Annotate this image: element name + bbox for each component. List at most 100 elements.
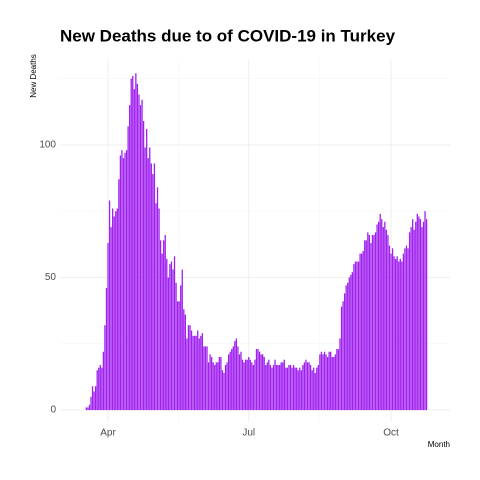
bar bbox=[308, 362, 310, 411]
bar bbox=[289, 364, 292, 411]
bar bbox=[189, 325, 191, 411]
bar bbox=[93, 391, 95, 411]
bar bbox=[331, 357, 333, 411]
bar bbox=[95, 386, 97, 411]
bar bbox=[139, 105, 142, 411]
bar bbox=[353, 264, 355, 411]
bar bbox=[124, 152, 126, 411]
bar bbox=[320, 351, 323, 411]
bar bbox=[159, 240, 162, 411]
bar bbox=[146, 128, 148, 411]
bar bbox=[422, 221, 425, 411]
bar bbox=[418, 216, 420, 411]
bar bbox=[342, 301, 344, 411]
bar bbox=[365, 240, 367, 411]
bar bbox=[347, 282, 349, 411]
bar bbox=[314, 372, 316, 411]
bar bbox=[357, 261, 360, 411]
bar bbox=[184, 314, 186, 411]
bar bbox=[132, 75, 134, 411]
bar bbox=[280, 362, 282, 411]
bar bbox=[226, 362, 228, 411]
bar bbox=[187, 325, 190, 411]
bar bbox=[385, 229, 388, 411]
bar bbox=[364, 240, 366, 411]
bar bbox=[193, 335, 196, 411]
y-tick-label: 50 bbox=[45, 272, 57, 283]
bar bbox=[407, 248, 409, 411]
bar bbox=[322, 354, 324, 411]
bar bbox=[212, 362, 214, 411]
y-tick-label: 0 bbox=[50, 405, 56, 416]
bar bbox=[229, 351, 231, 411]
bar bbox=[119, 155, 122, 411]
bar bbox=[115, 211, 117, 411]
bar bbox=[116, 208, 118, 411]
y-tick-label: 100 bbox=[39, 140, 56, 151]
bar bbox=[209, 354, 211, 411]
bar bbox=[215, 362, 217, 411]
bar bbox=[108, 200, 111, 411]
bar bbox=[105, 288, 108, 411]
bar bbox=[323, 351, 326, 411]
bar bbox=[339, 338, 341, 411]
bar bbox=[252, 364, 255, 411]
bar bbox=[258, 351, 261, 411]
bar bbox=[373, 235, 375, 411]
bar bbox=[303, 362, 306, 411]
bar bbox=[204, 346, 207, 411]
bar bbox=[129, 105, 131, 411]
bar bbox=[240, 351, 242, 411]
bar bbox=[302, 364, 304, 411]
bar bbox=[274, 359, 276, 411]
bar bbox=[164, 235, 166, 411]
bar bbox=[238, 354, 241, 411]
bar bbox=[291, 367, 293, 411]
bar bbox=[300, 370, 302, 411]
bar bbox=[198, 338, 200, 411]
bar bbox=[136, 83, 139, 411]
bar bbox=[241, 359, 244, 411]
bar bbox=[90, 396, 92, 411]
bar bbox=[359, 253, 361, 411]
bar bbox=[231, 349, 233, 411]
bar bbox=[416, 213, 418, 411]
bar bbox=[390, 253, 392, 411]
bar bbox=[200, 335, 202, 411]
bar bbox=[254, 359, 256, 411]
bar bbox=[410, 227, 412, 411]
bar bbox=[294, 367, 296, 411]
bar bbox=[246, 359, 248, 411]
bar bbox=[262, 354, 264, 411]
bar bbox=[360, 253, 363, 411]
bar bbox=[415, 221, 417, 411]
bar bbox=[311, 370, 313, 411]
bar bbox=[387, 235, 389, 411]
bar bbox=[419, 219, 422, 411]
bar bbox=[255, 349, 258, 411]
bar bbox=[379, 213, 381, 411]
bar bbox=[155, 203, 157, 411]
bar bbox=[368, 235, 371, 411]
bar bbox=[217, 362, 219, 411]
bar bbox=[197, 330, 199, 411]
bar bbox=[395, 258, 397, 411]
bar bbox=[277, 364, 279, 411]
bar bbox=[263, 357, 265, 411]
bar bbox=[91, 386, 94, 411]
bar bbox=[172, 269, 174, 411]
bar bbox=[402, 253, 405, 411]
bar bbox=[153, 163, 156, 411]
bar bbox=[330, 351, 332, 411]
bar bbox=[316, 367, 318, 411]
bar bbox=[127, 126, 129, 411]
bar bbox=[413, 229, 415, 411]
bar bbox=[96, 370, 98, 411]
bar bbox=[367, 232, 369, 411]
bar bbox=[257, 349, 259, 411]
bar bbox=[382, 227, 384, 411]
bar bbox=[299, 367, 301, 411]
bar bbox=[206, 346, 208, 411]
bar bbox=[135, 73, 137, 411]
bar bbox=[248, 357, 250, 411]
